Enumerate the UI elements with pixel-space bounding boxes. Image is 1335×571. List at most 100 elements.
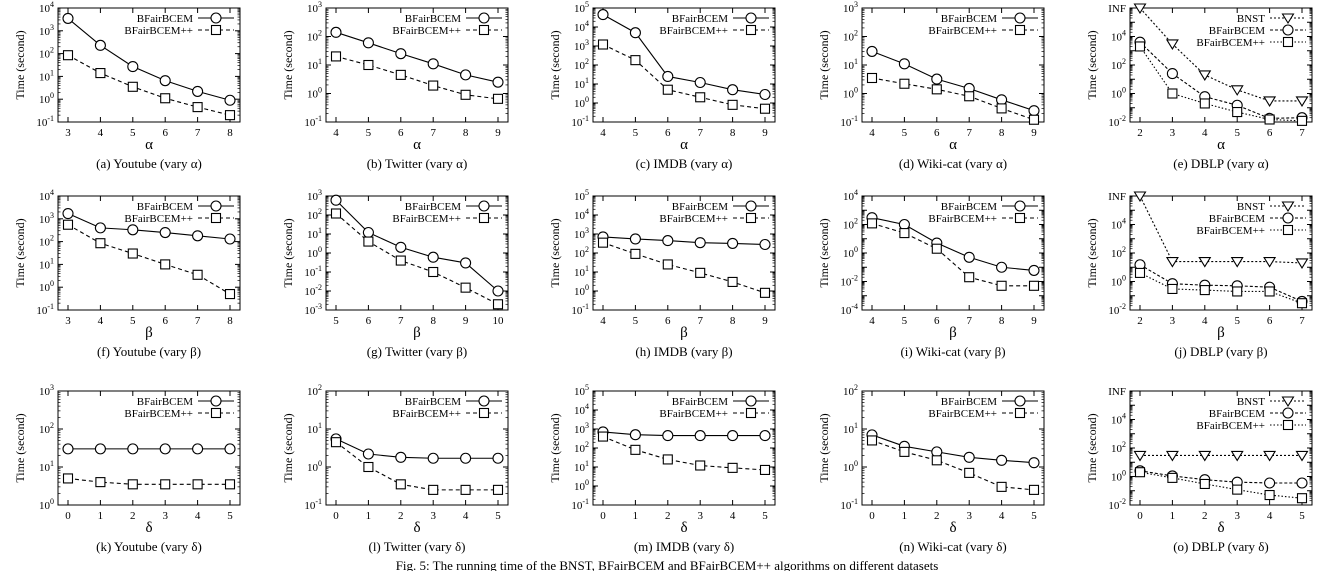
x-axis-label: α (1217, 137, 1225, 153)
y-tick-label: 102 (1111, 245, 1126, 260)
plot-frame (861, 390, 1045, 506)
data-point (662, 259, 673, 270)
data-point (224, 110, 236, 121)
x-tick-label: 7 (966, 315, 972, 327)
x-axis-label: δ (413, 520, 420, 536)
y-tick-label: 105 (574, 0, 589, 15)
data-point (1295, 96, 1309, 108)
y-tick-label: 10-1 (304, 497, 322, 512)
data-point (1264, 114, 1275, 125)
figure-caption: Fig. 5: The running time of the BNST, BF… (396, 558, 939, 571)
legend-marker (1282, 419, 1294, 431)
x-axis-label: δ (680, 520, 687, 536)
data-point (597, 9, 609, 21)
plot-frame (325, 390, 509, 506)
y-axis-label: Time (second) (1085, 218, 1099, 287)
y-tick-label: 103 (574, 38, 589, 53)
data-point (996, 280, 1007, 291)
x-tick-label: 3 (1234, 510, 1240, 522)
data-point (62, 50, 74, 61)
y-axis-label: Time (second) (548, 218, 562, 287)
data-point (460, 69, 472, 81)
x-tick-label: 4 (1202, 315, 1208, 327)
x-tick-label: 5 (633, 315, 639, 327)
series-line (871, 222, 1034, 287)
data-point (363, 461, 374, 473)
x-tick-label: 5 (130, 127, 136, 139)
data-point (94, 222, 106, 234)
x-tick-label: 4 (869, 315, 875, 327)
data-point (62, 473, 74, 484)
data-point (1165, 450, 1179, 462)
y-tick-label: 104 (574, 19, 589, 34)
data-point (127, 81, 138, 92)
x-tick-label: 2 (934, 510, 940, 522)
y-tick-label: 100 (843, 86, 858, 101)
data-point (362, 37, 374, 49)
legend-label: BFairBCEM (672, 396, 728, 408)
data-point (1296, 477, 1308, 489)
x-tick-label: 1 (1170, 510, 1176, 522)
series-line (335, 441, 498, 491)
y-tick-label: 10-1 (840, 114, 858, 129)
x-tick-label: 10 (493, 315, 505, 327)
x-tick-label: 9 (762, 127, 768, 139)
legend-label: BFairBCEM++ (928, 213, 997, 225)
data-point (629, 233, 641, 245)
data-point (899, 446, 910, 457)
legend-marker (478, 200, 490, 212)
x-axis-label: β (949, 325, 957, 341)
data-point (95, 238, 106, 249)
chart-panel: 10-2 100 102 104 INF 2 3 4 5 6 7 α Time (second) (e) … (1085, 3, 1313, 171)
x-tick-label: 8 (430, 315, 436, 327)
x-tick-label: 5 (366, 127, 372, 139)
data-point (224, 479, 236, 490)
series-line (67, 224, 231, 295)
x-tick-label: 8 (730, 315, 736, 327)
data-point (362, 448, 374, 460)
data-point (1230, 450, 1244, 462)
x-tick-label: 5 (633, 127, 639, 139)
data-point (492, 484, 504, 495)
y-tick-label: 104 (574, 402, 589, 417)
y-tick-label: 102 (574, 440, 589, 455)
chart-panel: 10-1 100 101 102 103 4 5 6 7 8 9 α Time (second) (b) … (281, 0, 509, 171)
y-tick-label: 101 (307, 57, 322, 72)
y-tick-label: 100 (307, 459, 322, 474)
data-point (1028, 105, 1040, 117)
x-axis-label: α (949, 137, 957, 153)
x-tick-label: 6 (665, 315, 671, 327)
data-point (695, 460, 706, 471)
series-line (67, 477, 230, 485)
y-tick-label: 100 (574, 283, 589, 298)
data-point (996, 94, 1008, 106)
x-tick-label: 2 (1137, 315, 1143, 327)
data-point (427, 452, 439, 464)
legend-label: BFairBCEM (137, 13, 193, 25)
data-point (192, 102, 203, 113)
y-tick-label: 10-2 (1108, 114, 1126, 129)
x-tick-label: 4 (463, 510, 469, 522)
data-point (62, 12, 74, 24)
y-tick-label: 101 (574, 459, 589, 474)
legend-label: BFairBCEM (1209, 408, 1265, 420)
y-tick-label: 100 (574, 95, 589, 110)
plot-frame (57, 195, 241, 311)
legend-marker (1282, 407, 1294, 419)
data-point (460, 484, 471, 495)
y-tick-label: 101 (39, 68, 54, 83)
data-point (330, 437, 342, 448)
data-point (159, 443, 171, 455)
data-point (395, 255, 406, 266)
x-tick-label: 4 (195, 510, 201, 522)
data-point (759, 88, 771, 101)
y-axis-label: Time (second) (1085, 30, 1099, 99)
y-tick-label: 103 (39, 211, 54, 226)
y-tick-label: 100 (574, 478, 589, 493)
data-point (629, 429, 641, 441)
x-tick-label: 6 (162, 315, 168, 327)
legend-label: BFairBCEM++ (392, 408, 461, 420)
y-tick-label: 101 (574, 76, 589, 91)
data-point (395, 69, 406, 80)
data-point (395, 479, 406, 490)
